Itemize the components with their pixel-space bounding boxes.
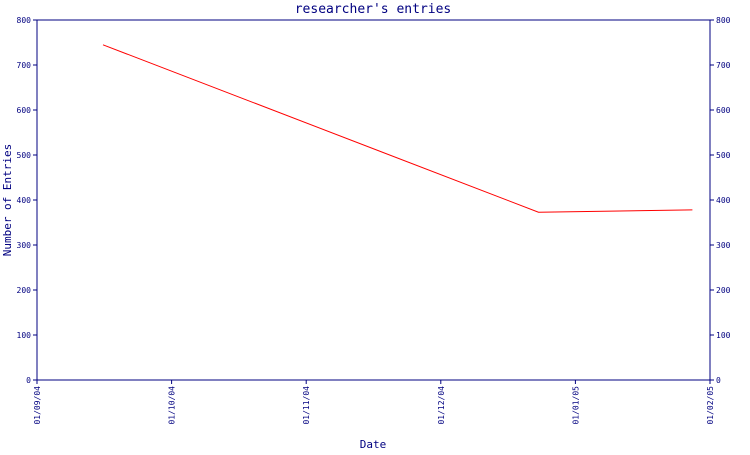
y-tick-label-left: 100: [17, 331, 32, 340]
y-axis-label: Number of Entries: [1, 144, 14, 257]
y-tick-label-right: 100: [716, 331, 731, 340]
y-tick-label-left: 500: [17, 151, 32, 160]
y-tick-label-right: 700: [716, 61, 731, 70]
y-tick-label-right: 300: [716, 241, 731, 250]
y-tick-label-left: 700: [17, 61, 32, 70]
x-axis-label: Date: [360, 438, 387, 450]
y-tick-label-left: 0: [26, 376, 31, 385]
y-tick-label-right: 600: [716, 106, 731, 115]
y-tick-label-left: 600: [17, 106, 32, 115]
chart-title: researcher's entries: [295, 2, 452, 17]
x-tick-label: 01/02/05: [706, 386, 715, 425]
y-tick-label-left: 400: [17, 196, 32, 205]
y-tick-label-right: 500: [716, 151, 731, 160]
x-axis: 01/09/04 01/10/04 01/11/04 01/12/04 01/01/05…: [33, 380, 715, 425]
plot-border: [36, 19, 711, 381]
x-tick-label: 01/09/04: [33, 386, 42, 425]
y-tick-label-right: 0: [716, 376, 721, 385]
series-layer: [102, 44, 693, 213]
x-tick-label: 01/01/05: [571, 386, 580, 425]
y-axis-right: 0 100 200 300 400 500 600 700 800: [710, 16, 731, 385]
y-tick-label-right: 200: [716, 286, 731, 295]
x-tick-label: 01/10/04: [168, 386, 177, 425]
y-tick-label-right: 800: [716, 16, 731, 25]
plot-frame: [36, 19, 711, 381]
series-line: [102, 44, 693, 213]
x-tick-label: 01/12/04: [437, 386, 446, 425]
y-axis-left: 0 100 200 300 400 500 600 700 800: [17, 16, 37, 385]
y-tick-label-left: 300: [17, 241, 32, 250]
y-tick-label-left: 200: [17, 286, 32, 295]
x-tick-label: 01/11/04: [302, 386, 311, 425]
y-tick-label-left: 800: [17, 16, 32, 25]
y-tick-label-right: 400: [716, 196, 731, 205]
